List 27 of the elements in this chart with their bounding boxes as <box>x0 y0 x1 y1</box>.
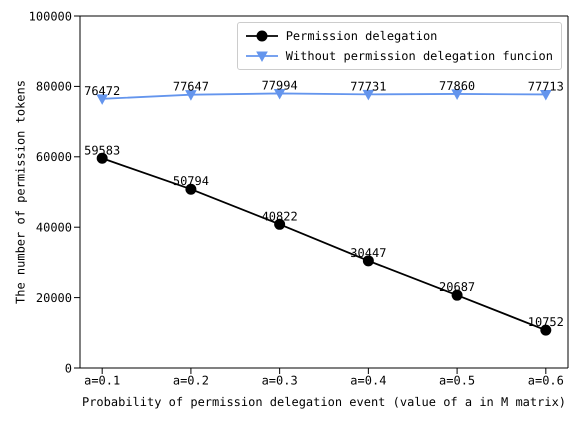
data-label: 77994 <box>262 78 298 92</box>
data-label: 77731 <box>350 79 386 94</box>
y-tick-label: 100000 <box>28 9 72 24</box>
y-tick-label: 20000 <box>36 290 72 305</box>
data-label: 77713 <box>528 79 564 94</box>
y-tick-label: 0 <box>64 361 72 376</box>
data-label: 30447 <box>350 246 386 260</box>
point <box>185 90 196 100</box>
y-tick-label: 60000 <box>36 150 72 164</box>
x-tick-label: a=0.2 <box>172 374 209 388</box>
data-label: 59583 <box>84 143 120 158</box>
y-axis-title: The number of permission tokens <box>13 80 28 304</box>
x-tick-label: a=0.4 <box>350 374 386 388</box>
x-tick-label: a=0.5 <box>439 374 476 388</box>
x-axis-title: Probability of permission delegation event (value of a in M matrix) <box>82 395 566 409</box>
legend-label: Without permission delegation funcion <box>286 49 553 63</box>
data-label: 50794 <box>172 174 209 188</box>
data-label: 10752 <box>528 315 564 330</box>
legend-label: Permission delegation <box>286 29 438 43</box>
x-tick-label: a=0.3 <box>262 374 298 388</box>
y-tick-label: 80000 <box>36 80 72 94</box>
data-label: 77647 <box>172 80 209 94</box>
y-tick-label: 40000 <box>36 220 72 234</box>
x-tick-label: a=0.6 <box>528 374 564 388</box>
data-label: 76472 <box>84 84 120 98</box>
x-tick-label: a=0.1 <box>84 374 120 388</box>
data-label: 77860 <box>439 78 476 93</box>
